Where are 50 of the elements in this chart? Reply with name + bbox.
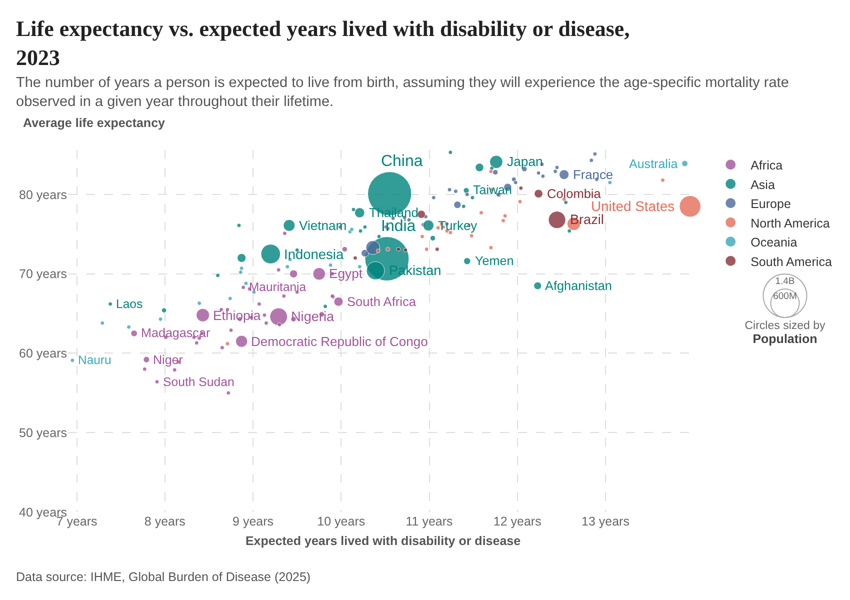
- y-tick-label: 80 years: [19, 188, 67, 202]
- annotation: France: [573, 167, 614, 182]
- annotation: Afghanistan: [545, 279, 612, 293]
- annotation: Brazil: [570, 212, 604, 227]
- annotation: Thailand: [369, 205, 418, 220]
- source-note: Data source: IHME, Global Burden of Disease (2025): [16, 570, 311, 584]
- legend-label: Asia: [750, 178, 775, 192]
- annotation: Democratic Republic of Congo: [251, 334, 428, 349]
- annotation: Madagascar: [141, 326, 210, 340]
- annotation: South Sudan: [163, 375, 235, 389]
- chart-title: Life expectancy vs. expected years lived with disability or disease, 2023: [16, 15, 631, 72]
- annotation: Egypt: [329, 266, 363, 281]
- annotation: Niger: [153, 353, 183, 367]
- x-tick-label: 13 years: [582, 514, 630, 528]
- legend-label: Oceania: [750, 236, 798, 250]
- annotation: Indonesia: [284, 247, 344, 262]
- legend-label: South America: [750, 254, 832, 269]
- x-tick-label: 9 years: [232, 514, 274, 528]
- legend-label: North America: [750, 216, 830, 230]
- y-axis-title: Average life expectancy: [23, 116, 166, 130]
- annotation: Japan: [507, 154, 543, 169]
- annotation: Vietnam: [299, 218, 347, 233]
- legend-label: 600M: [773, 291, 797, 302]
- x-tick-label: 8 years: [144, 514, 186, 528]
- legend-label: 1.4B: [775, 276, 795, 287]
- text: Population: [752, 332, 818, 346]
- legend-label: Africa: [750, 158, 783, 172]
- annotation: Ethiopia: [213, 308, 262, 323]
- chart-subtitle: The number of years a person is expected to live from birth, assuming they will experience the age-specific mortality rate observed in a given year throughout their lifetime.: [16, 74, 790, 112]
- y-tick-label: 70 years: [19, 267, 67, 282]
- annotation: Australia: [629, 157, 678, 171]
- x-tick-label: 11 years: [406, 514, 453, 528]
- annotation: United States: [591, 198, 675, 214]
- annotation: China: [381, 153, 423, 170]
- annotation: South Africa: [347, 294, 417, 309]
- y-tick-label: 60 years: [19, 346, 67, 361]
- x-tick-label: 10 years: [317, 514, 366, 528]
- annotation: Yemen: [475, 254, 514, 268]
- annotation: India: [381, 218, 416, 235]
- annotation: Turkey: [438, 218, 478, 233]
- annotation: Nauru: [78, 353, 112, 367]
- annotation: Taiwan: [473, 183, 512, 197]
- text: Circles sized by: [744, 320, 826, 332]
- annotation: Laos: [116, 297, 143, 311]
- y-tick-label: 50 years: [19, 426, 67, 440]
- x-tick-label: 12 years: [493, 514, 542, 528]
- x-axis-title: Expected years lived with disability or disease: [245, 534, 521, 548]
- legend-label: Europe: [750, 197, 791, 211]
- annotation: Mauritania: [249, 280, 306, 294]
- annotation: Colombia: [547, 186, 602, 201]
